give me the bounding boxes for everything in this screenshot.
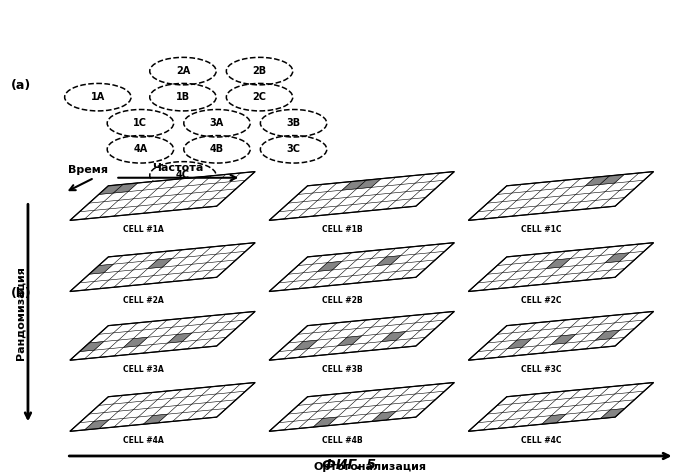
Text: 1C: 1C (134, 118, 147, 128)
Polygon shape (596, 330, 619, 340)
Polygon shape (372, 411, 396, 421)
Text: CELL #4A: CELL #4A (123, 436, 164, 445)
Polygon shape (269, 383, 454, 431)
Polygon shape (468, 243, 654, 292)
Polygon shape (600, 174, 624, 184)
Polygon shape (294, 340, 318, 350)
Text: (b): (b) (10, 287, 31, 301)
Text: Частота: Частота (152, 163, 204, 173)
Polygon shape (80, 342, 103, 352)
Text: CELL #2C: CELL #2C (521, 296, 562, 305)
Polygon shape (585, 176, 610, 186)
Polygon shape (542, 414, 566, 424)
Polygon shape (70, 243, 255, 292)
Text: 4A: 4A (134, 144, 147, 155)
Polygon shape (356, 179, 381, 189)
Text: CELL #4C: CELL #4C (521, 436, 562, 445)
Polygon shape (70, 311, 255, 360)
Polygon shape (89, 264, 113, 274)
Polygon shape (269, 172, 454, 220)
Text: 2B: 2B (252, 66, 266, 76)
Polygon shape (376, 255, 401, 265)
Polygon shape (269, 243, 454, 292)
Polygon shape (113, 183, 138, 193)
Text: 3A: 3A (210, 118, 224, 128)
Text: 3B: 3B (287, 118, 301, 128)
Polygon shape (70, 172, 255, 220)
Polygon shape (382, 332, 405, 342)
Text: CELL #2B: CELL #2B (322, 296, 363, 305)
Polygon shape (507, 338, 531, 349)
Text: CELL #3B: CELL #3B (322, 365, 363, 374)
Text: 3C: 3C (287, 144, 301, 155)
Polygon shape (99, 184, 123, 194)
Polygon shape (342, 180, 366, 190)
Polygon shape (468, 383, 654, 431)
Polygon shape (600, 409, 625, 419)
Text: 2C: 2C (252, 92, 266, 102)
Text: Ортогонализация: Ортогонализация (314, 462, 427, 472)
Text: CELL #1A: CELL #1A (123, 225, 164, 234)
Polygon shape (70, 383, 255, 431)
Polygon shape (552, 335, 576, 345)
Text: 2A: 2A (176, 66, 190, 76)
Text: 1A: 1A (91, 92, 105, 102)
Text: CELL #1C: CELL #1C (521, 225, 562, 234)
Text: CELL #3C: CELL #3C (521, 365, 562, 374)
Polygon shape (313, 417, 338, 427)
Text: 4C: 4C (176, 170, 190, 181)
Text: Рандомизация: Рандомизация (16, 266, 26, 360)
Text: CELL #1B: CELL #1B (322, 225, 363, 234)
Text: Время: Время (68, 165, 108, 175)
Polygon shape (468, 172, 654, 220)
Text: CELL #4B: CELL #4B (322, 436, 363, 445)
Polygon shape (269, 311, 454, 360)
Text: 1B: 1B (176, 92, 190, 102)
Text: CELL #2A: CELL #2A (123, 296, 164, 305)
Polygon shape (468, 311, 654, 360)
Text: ФИГ. 5: ФИГ. 5 (322, 457, 377, 472)
Polygon shape (124, 337, 147, 347)
Text: 4B: 4B (210, 144, 224, 155)
Text: CELL #3A: CELL #3A (123, 365, 164, 374)
Polygon shape (147, 258, 172, 268)
Polygon shape (168, 333, 192, 343)
Polygon shape (85, 420, 109, 430)
Polygon shape (605, 253, 629, 263)
Polygon shape (318, 261, 342, 271)
Polygon shape (547, 258, 570, 268)
Text: (a): (a) (10, 79, 31, 92)
Polygon shape (143, 414, 168, 424)
Polygon shape (338, 336, 362, 346)
